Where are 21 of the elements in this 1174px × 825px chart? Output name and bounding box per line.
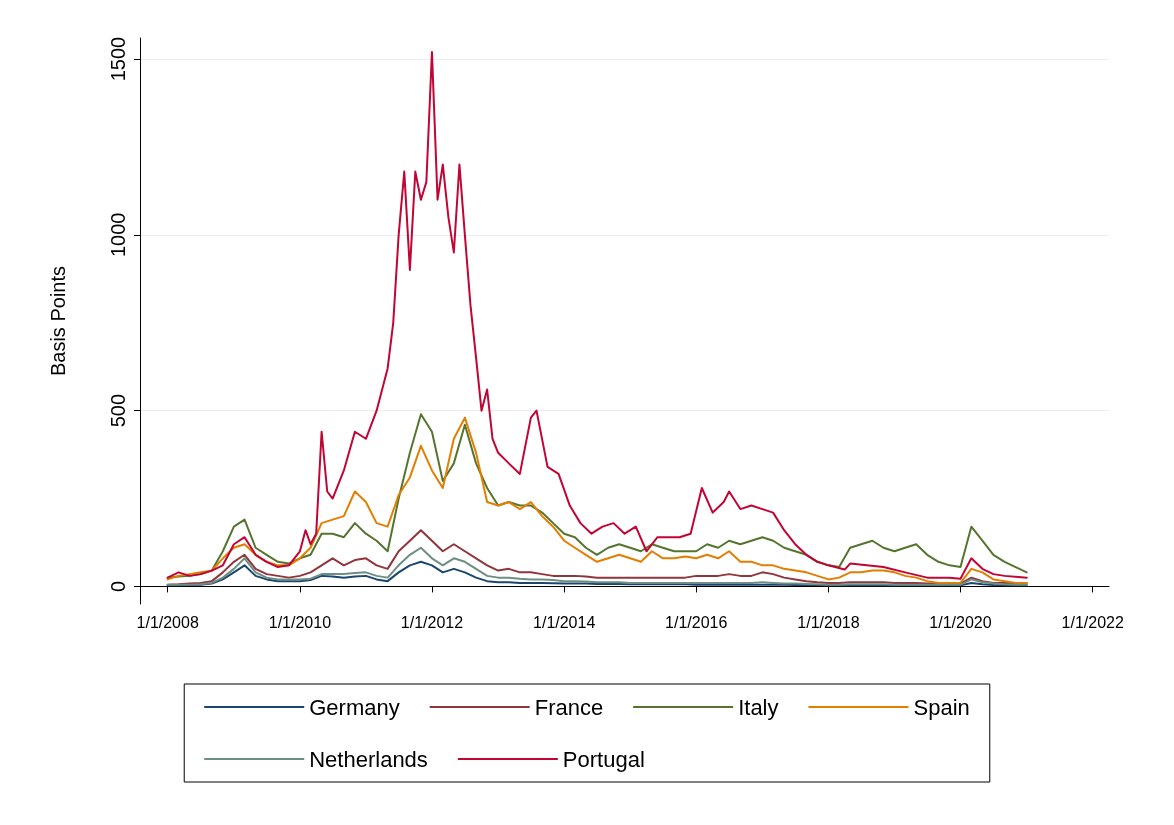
line-series (166, 51, 1028, 580)
y-tick-label: 0 (107, 580, 129, 592)
legend-label: Italy (738, 694, 779, 720)
x-tick-label: 1/1/2014 (533, 613, 596, 631)
x-tick-label: 1/1/2020 (929, 613, 992, 631)
y-tick-label: 1000 (107, 212, 129, 258)
y-tick-label: 500 (107, 393, 129, 428)
y-axis-title: Basis Points (47, 265, 69, 377)
x-tick-label: 1/1/2018 (797, 613, 860, 631)
legend-label: France (534, 694, 604, 720)
line-series (166, 546, 1028, 586)
y-tick-label: 1500 (107, 36, 129, 82)
legend-label: Spain (913, 694, 970, 720)
x-tick-label: 1/1/2010 (268, 613, 332, 631)
legend-label: Netherlands (309, 746, 428, 772)
x-tick-label: 1/1/2022 (1061, 613, 1124, 631)
x-tick-label: 1/1/2012 (400, 613, 464, 631)
x-tick-label: 1/1/2016 (665, 613, 728, 631)
legend-label: Germany (309, 694, 400, 720)
legend-label: Portugal (562, 746, 645, 772)
x-tick-label: 1/1/2008 (136, 613, 199, 631)
